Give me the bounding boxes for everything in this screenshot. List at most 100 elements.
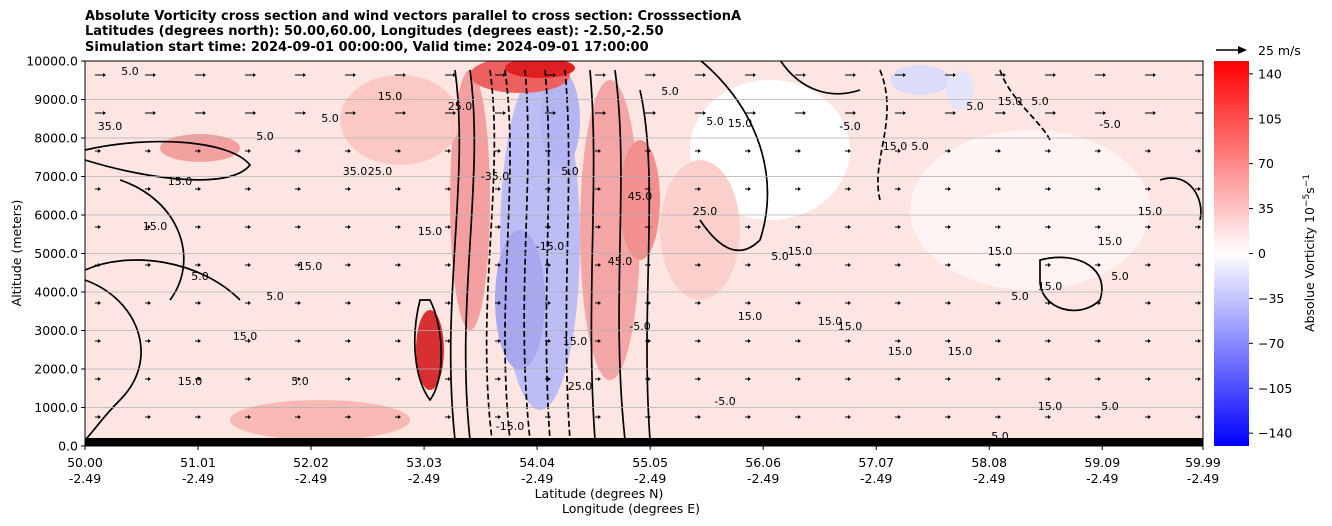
wind-vector-head — [848, 149, 851, 153]
wind-vector-head — [398, 187, 401, 191]
wind-vector-head — [148, 187, 151, 191]
wind-vector-head — [498, 263, 501, 267]
positive-contour — [119, 179, 185, 301]
wind-vector-head — [703, 111, 706, 115]
wind-vector-head — [748, 377, 751, 381]
wind-vector-head — [553, 73, 556, 77]
wind-vector-head — [748, 187, 751, 191]
wind-vector-head — [1148, 301, 1151, 305]
x-tick-label-lat: 54.04 — [519, 455, 555, 470]
wind-vector-head — [948, 339, 951, 343]
wind-vector-head — [1048, 225, 1051, 229]
colorbar-gradient — [1214, 61, 1249, 446]
wind-vector-head — [298, 225, 301, 229]
wind-vector-head — [448, 377, 451, 381]
wind-vector-head — [1148, 415, 1151, 419]
wind-vector-head — [448, 263, 451, 267]
wind-vector-head — [1053, 73, 1056, 77]
wind-vector-head — [798, 149, 801, 153]
wind-vector-head — [698, 263, 701, 267]
vorticity-region — [540, 70, 580, 170]
wind-vector-head — [298, 263, 301, 267]
vorticity-region — [910, 130, 1150, 290]
contour-label: 45.0 — [608, 255, 633, 268]
wind-vector-head — [798, 301, 801, 305]
wind-vector-head — [148, 263, 151, 267]
contour-label: 15.0 — [233, 330, 258, 343]
wind-vector-head — [948, 149, 951, 153]
x-tick-label-lon: -2.49 — [634, 471, 666, 486]
wind-vector-head — [648, 187, 651, 191]
colorbar-label-unit-exponent: −1 — [1302, 174, 1312, 187]
positive-contour — [85, 259, 241, 301]
contour-label: -5.0 — [1099, 118, 1120, 131]
wind-vector-head — [98, 415, 101, 419]
plot-area: 5.015.035.05.025.05.015.035.0 25.015.015.… — [84, 60, 1204, 447]
positive-contour — [85, 140, 252, 181]
wind-vector-head — [148, 339, 151, 343]
wind-vector-head — [698, 225, 701, 229]
wind-vector-head — [548, 149, 551, 153]
wind-vector-head — [498, 149, 501, 153]
contour-label: 15.0 — [788, 245, 813, 258]
vorticity-region — [946, 70, 974, 110]
contour-label: 15.0 — [143, 220, 168, 233]
contour-label: 15.0 — [418, 225, 443, 238]
positive-contour — [1039, 256, 1103, 312]
wind-vector-head — [248, 225, 251, 229]
wind-vector-head — [753, 111, 756, 115]
wind-vector-head — [798, 187, 801, 191]
contour-label: -15.0 — [496, 420, 524, 433]
wind-vector-head — [348, 225, 351, 229]
wind-vector-head — [298, 339, 301, 343]
contour-label: 5.0 — [561, 165, 579, 178]
wind-vector-head — [998, 263, 1001, 267]
wind-vector-head — [648, 263, 651, 267]
negative-contour — [504, 69, 511, 441]
wind-vector-head — [1003, 111, 1006, 115]
y-tick-label: 6000.0 — [34, 208, 78, 223]
wind-vector-head — [548, 263, 551, 267]
wind-vector-head — [498, 377, 501, 381]
wind-vector-head — [298, 415, 301, 419]
wind-vector-head — [153, 73, 156, 77]
wind-vector-head — [748, 263, 751, 267]
wind-vector-head — [403, 73, 406, 77]
wind-vector-head — [898, 301, 901, 305]
x-tick-label-lon: -2.49 — [182, 471, 214, 486]
wind-vector-head — [948, 301, 951, 305]
wind-vector-head — [548, 301, 551, 305]
y-axis: 0.0 1000.0 2000.0 3000.0 4000.0 5000.0 6000.0 7… — [26, 54, 85, 454]
positive-contour — [589, 69, 596, 441]
wind-vector-head — [98, 149, 101, 153]
wind-vector-head — [348, 149, 351, 153]
wind-vector-head — [348, 339, 351, 343]
wind-vector-head — [398, 301, 401, 305]
wind-vector-head — [553, 111, 556, 115]
contour-label: -15.0 — [536, 240, 564, 253]
wind-vector-head — [198, 415, 201, 419]
x-tick-label-lat: 55.05 — [632, 455, 668, 470]
contour-label: 15.0 — [728, 117, 753, 130]
contour-label: 15.0 — [378, 90, 403, 103]
vorticity-region — [495, 230, 545, 370]
contour-label: 35.0 — [343, 165, 368, 178]
x-tick-label-lat: 59.99 — [1185, 455, 1221, 470]
colorbar-tick-label: 105 — [1258, 111, 1282, 126]
chart-title-line-1: Absolute Vorticity cross section and win… — [85, 9, 742, 24]
wind-vector-head — [848, 263, 851, 267]
wind-vector-head — [453, 73, 456, 77]
positive-contour — [85, 279, 142, 441]
contour-label: 15.0 — [298, 260, 323, 273]
wind-vector-head — [898, 377, 901, 381]
positive-contour — [449, 69, 461, 441]
contour-label: 5.0 — [266, 290, 284, 303]
wind-vector-head — [148, 149, 151, 153]
wind-vector-head — [303, 73, 306, 77]
wind-vector-head — [298, 187, 301, 191]
contour-label: 5.0 — [661, 85, 679, 98]
colorbar-label-unit: s — [1302, 187, 1317, 194]
contour-label: 15.0 — [178, 375, 203, 388]
wind-vector-head — [298, 301, 301, 305]
wind-vector-head — [448, 415, 451, 419]
